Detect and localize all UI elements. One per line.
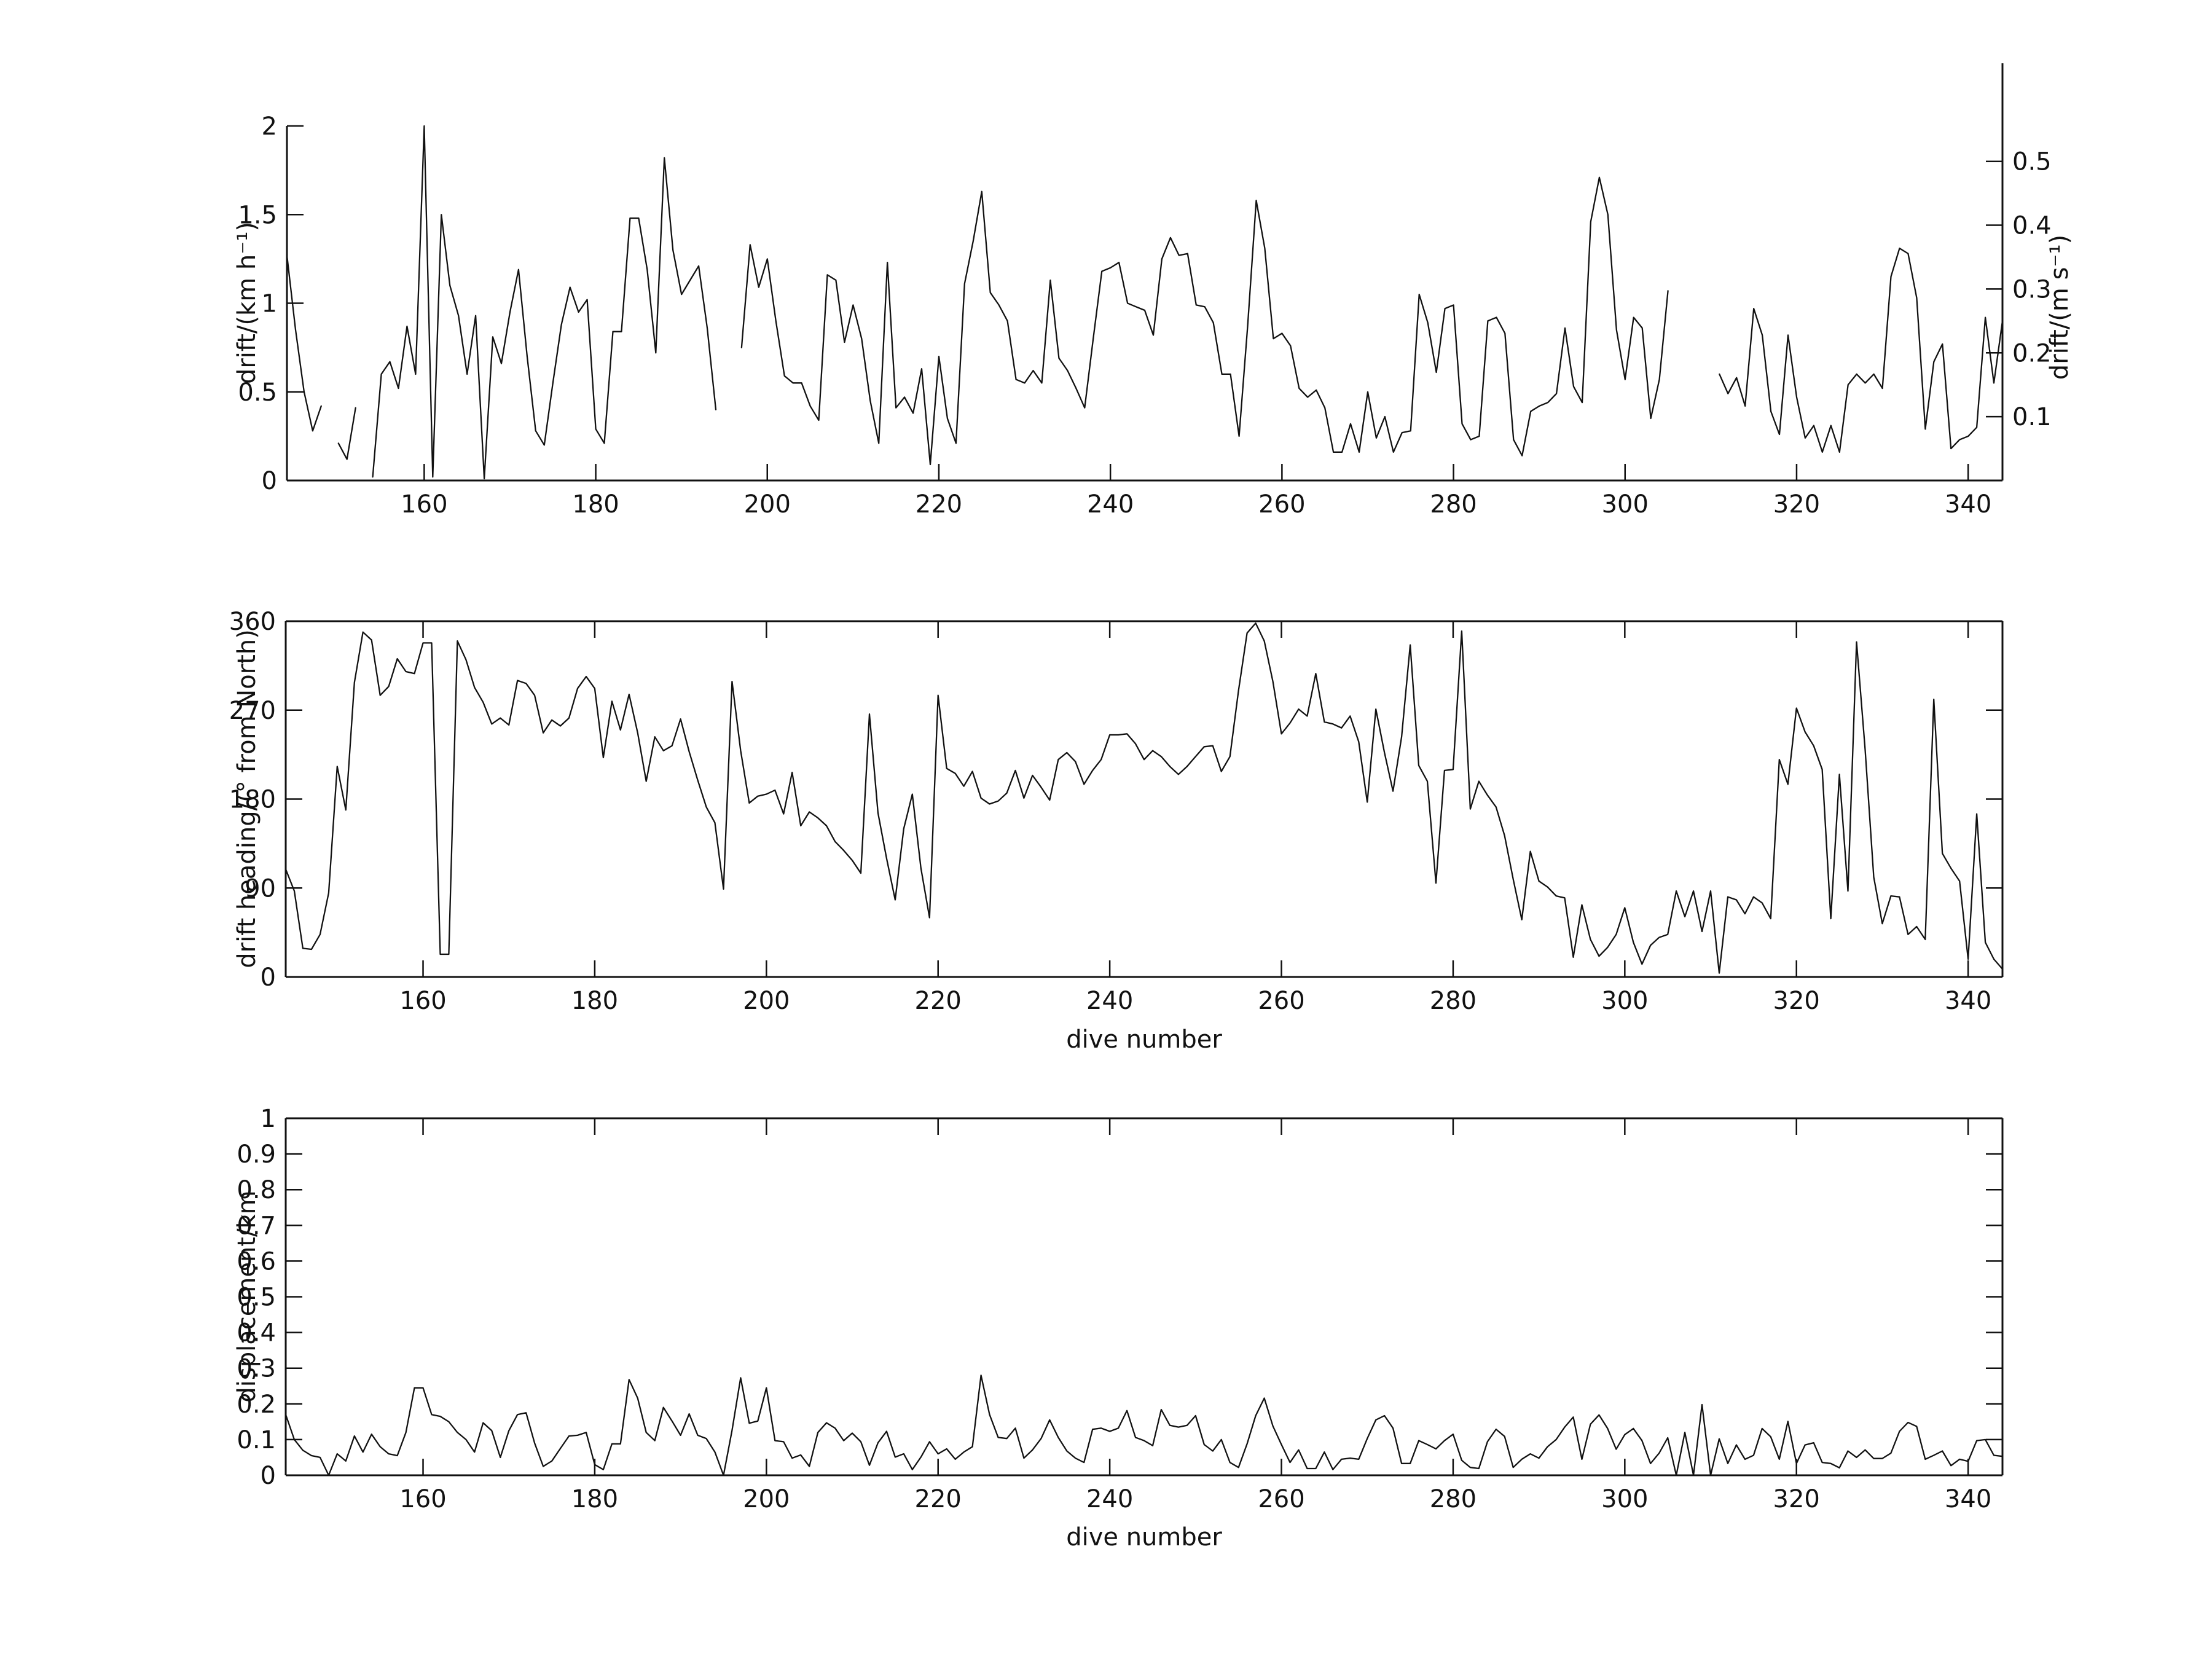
y-tick-label: 1.5: [238, 201, 277, 229]
x-tick-label: 300: [1601, 987, 1648, 1015]
y-tick-label: 0.8: [237, 1176, 276, 1204]
x-tick-label: 240: [1087, 490, 1134, 519]
y-tick-label-ms: 0.2: [2012, 339, 2052, 367]
y-tick-label: 0.3: [237, 1355, 276, 1383]
y-tick-label: 0.5: [237, 1284, 276, 1312]
y-tick-label: 0.9: [237, 1140, 276, 1169]
x-tick-label: 240: [1086, 1485, 1133, 1513]
x-tick-label: 280: [1430, 987, 1477, 1015]
y-tick-label: 1: [262, 290, 277, 318]
x-tick-label: 220: [915, 1485, 962, 1513]
x-tick-label: 320: [1773, 987, 1820, 1015]
y-tick-label: 0: [261, 1462, 276, 1490]
y-tick-label: 0.7: [237, 1212, 276, 1240]
y-axis-label-drift-ms: drift/(m s⁻¹): [2045, 234, 2074, 380]
x-tick-label: 200: [743, 1485, 790, 1513]
y-tick-label-ms: 0.4: [2012, 212, 2052, 240]
y-tick-label: 180: [229, 786, 276, 814]
x-tick-label: 280: [1430, 1485, 1477, 1513]
x-tick-label: 260: [1258, 490, 1305, 519]
x-tick-label: 340: [1945, 987, 1991, 1015]
x-tick-label: 220: [916, 490, 962, 519]
y-tick-label-ms: 0.3: [2012, 275, 2052, 304]
y-tick-label: 90: [245, 874, 276, 903]
x-tick-label: 160: [399, 987, 446, 1015]
x-tick-label: 340: [1945, 490, 1991, 519]
y-axis-label-displacement: displacement/km: [233, 1190, 261, 1403]
x-tick-label: 300: [1601, 1485, 1648, 1513]
x-tick-label: 220: [915, 987, 962, 1015]
y-tick-label: 0: [261, 963, 276, 992]
y-tick-label: 0.6: [237, 1247, 276, 1276]
x-tick-label: 180: [571, 987, 618, 1015]
x-tick-label: 300: [1602, 490, 1649, 519]
series-line-heading: [284, 622, 2004, 974]
x-tick-label: 320: [1773, 490, 1820, 519]
x-tick-label: 200: [743, 987, 790, 1015]
y-tick-label: 270: [229, 697, 276, 725]
x-tick-label: 160: [401, 490, 447, 519]
x-tick-label: 260: [1258, 1485, 1304, 1513]
y-tick-label: 1: [261, 1105, 276, 1133]
y-tick-label: 0.4: [237, 1319, 276, 1347]
x-axis-label-displacement: dive number: [1066, 1523, 1222, 1551]
y-tick-label: 0.1: [237, 1426, 276, 1454]
y-tick-label: 2: [262, 112, 277, 141]
x-tick-label: 320: [1773, 1485, 1820, 1513]
y-tick-label-ms: 0.1: [2012, 403, 2052, 431]
y-tick-label: 0.2: [237, 1390, 276, 1419]
y-tick-label: 360: [229, 608, 276, 636]
y-tick-label-ms: 0.5: [2012, 148, 2052, 176]
series-line-displacement: [284, 1375, 2004, 1477]
x-tick-label: 160: [399, 1485, 446, 1513]
x-axis-label-heading: dive number: [1066, 1026, 1222, 1054]
x-tick-label: 180: [572, 490, 619, 519]
y-tick-label: 0: [262, 467, 277, 495]
x-tick-label: 240: [1086, 987, 1133, 1015]
x-tick-label: 180: [571, 1485, 618, 1513]
x-tick-label: 340: [1945, 1485, 1991, 1513]
x-tick-label: 260: [1258, 987, 1304, 1015]
x-tick-label: 280: [1430, 490, 1477, 519]
y-tick-label: 0.5: [238, 378, 277, 407]
x-tick-label: 200: [744, 490, 791, 519]
series-line-drift: [286, 125, 2004, 480]
